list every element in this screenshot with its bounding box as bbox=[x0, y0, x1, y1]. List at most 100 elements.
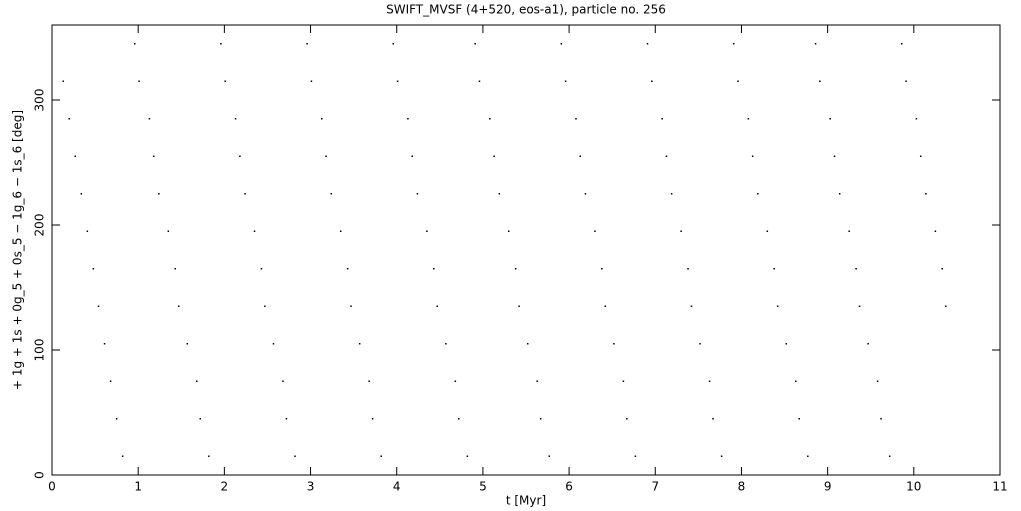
point bbox=[670, 193, 673, 195]
point bbox=[737, 80, 739, 82]
point bbox=[396, 80, 399, 82]
y-tick-label: 200 bbox=[33, 214, 47, 237]
point bbox=[174, 268, 176, 270]
point bbox=[466, 455, 469, 457]
point bbox=[454, 380, 457, 382]
point bbox=[411, 155, 413, 157]
x-tick-label: 2 bbox=[221, 480, 229, 494]
point bbox=[199, 418, 201, 420]
point bbox=[158, 193, 160, 195]
point bbox=[579, 155, 582, 157]
point bbox=[794, 380, 797, 382]
point bbox=[285, 418, 288, 420]
point bbox=[167, 230, 170, 232]
point bbox=[339, 230, 342, 232]
point bbox=[732, 43, 735, 45]
point bbox=[458, 418, 460, 420]
point bbox=[944, 305, 947, 307]
chart-title: SWIFT_MVSF (4+520, eos-a1), particle no.… bbox=[386, 3, 666, 17]
point bbox=[97, 305, 100, 307]
point bbox=[109, 380, 112, 382]
point bbox=[330, 193, 332, 195]
point bbox=[888, 455, 891, 457]
point bbox=[646, 43, 649, 45]
x-tick-label: 0 bbox=[48, 480, 56, 494]
point bbox=[634, 455, 637, 457]
point bbox=[234, 118, 237, 120]
point bbox=[699, 343, 701, 345]
point bbox=[680, 230, 682, 232]
point bbox=[208, 455, 210, 457]
point bbox=[282, 380, 284, 382]
point bbox=[751, 155, 754, 157]
point bbox=[858, 305, 861, 307]
point bbox=[848, 230, 850, 232]
point bbox=[426, 230, 428, 232]
point bbox=[239, 155, 241, 157]
point bbox=[350, 305, 352, 307]
point bbox=[371, 418, 374, 420]
point bbox=[919, 155, 922, 157]
point bbox=[478, 80, 481, 82]
point bbox=[514, 268, 517, 270]
point bbox=[584, 193, 587, 195]
point bbox=[148, 118, 151, 120]
point bbox=[604, 305, 607, 307]
point bbox=[901, 43, 903, 45]
point bbox=[766, 230, 769, 232]
x-tick-label: 11 bbox=[992, 480, 1007, 494]
point bbox=[687, 268, 689, 270]
point bbox=[915, 118, 918, 120]
x-tick-label: 3 bbox=[307, 480, 315, 494]
point bbox=[651, 80, 653, 82]
x-tick-label: 5 bbox=[479, 480, 487, 494]
point bbox=[518, 305, 520, 307]
point bbox=[294, 455, 296, 457]
point bbox=[798, 418, 800, 420]
point bbox=[829, 118, 831, 120]
point bbox=[867, 343, 869, 345]
point bbox=[807, 455, 809, 457]
point bbox=[177, 305, 180, 307]
point bbox=[196, 380, 198, 382]
point bbox=[407, 118, 409, 120]
point bbox=[436, 305, 438, 307]
point bbox=[819, 80, 821, 82]
point bbox=[747, 118, 750, 120]
point bbox=[115, 418, 118, 420]
x-tick-label: 4 bbox=[393, 480, 401, 494]
point bbox=[925, 193, 927, 195]
point bbox=[855, 268, 857, 270]
point bbox=[272, 343, 275, 345]
point bbox=[325, 155, 327, 157]
point bbox=[905, 80, 907, 82]
point bbox=[626, 418, 628, 420]
point bbox=[92, 268, 95, 270]
point bbox=[493, 155, 495, 157]
x-axis-label: t [Myr] bbox=[506, 494, 546, 508]
point bbox=[712, 418, 714, 420]
point bbox=[539, 418, 542, 420]
y-tick-label: 0 bbox=[33, 471, 47, 479]
point bbox=[220, 43, 222, 45]
point bbox=[253, 230, 256, 232]
point bbox=[720, 455, 723, 457]
point bbox=[264, 305, 266, 307]
point bbox=[757, 193, 759, 195]
point bbox=[306, 43, 308, 45]
point bbox=[690, 305, 693, 307]
point bbox=[152, 155, 155, 157]
point bbox=[433, 268, 435, 270]
point bbox=[121, 455, 124, 457]
point bbox=[934, 230, 937, 232]
point bbox=[80, 193, 83, 195]
point bbox=[260, 268, 263, 270]
point bbox=[489, 118, 491, 120]
point bbox=[380, 455, 382, 457]
point bbox=[86, 230, 89, 232]
point bbox=[880, 418, 882, 420]
point bbox=[601, 268, 603, 270]
point bbox=[358, 343, 361, 345]
point bbox=[445, 343, 447, 345]
